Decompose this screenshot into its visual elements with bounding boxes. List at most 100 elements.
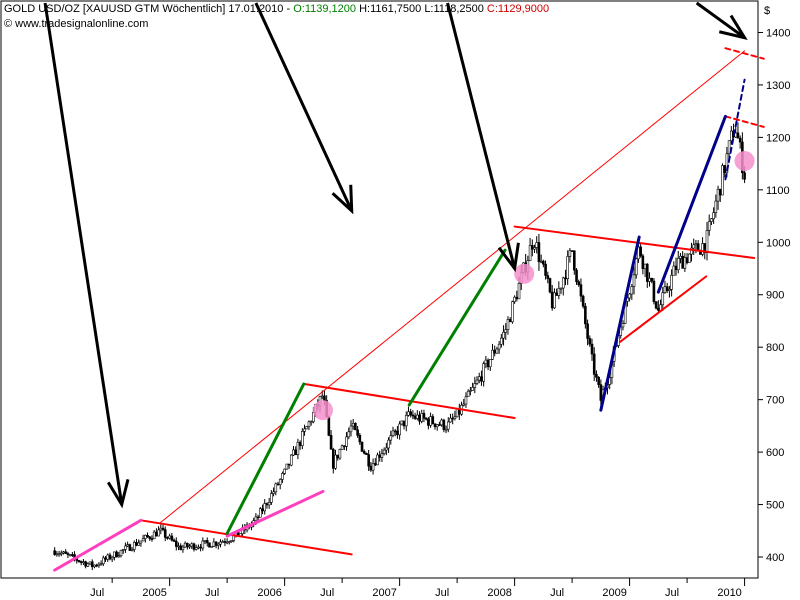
candle-body — [592, 353, 596, 375]
candle-body — [68, 554, 72, 556]
candle-body — [716, 188, 720, 202]
candle-body — [387, 439, 390, 449]
candle-body — [657, 307, 660, 311]
candle-body — [177, 545, 180, 548]
candle-body — [488, 359, 492, 368]
candle-body — [462, 403, 466, 406]
candle-body — [283, 468, 286, 474]
candle-body — [491, 349, 494, 360]
candle-body — [146, 534, 149, 538]
price-series — [53, 122, 746, 571]
candle-body — [95, 564, 98, 567]
highlight-marker — [312, 400, 333, 421]
callout-arrow — [695, 1, 748, 41]
candle-body — [696, 243, 700, 251]
candle-body — [718, 188, 722, 196]
candle-body — [278, 479, 282, 485]
candle-body — [730, 130, 733, 142]
candle-body — [124, 545, 127, 550]
trendline — [159, 50, 746, 524]
candle-body — [369, 465, 373, 471]
candle-body — [53, 550, 56, 555]
candle-body — [93, 564, 96, 568]
candle-body — [367, 454, 370, 467]
candle-body — [570, 250, 574, 252]
candle-body — [500, 337, 503, 345]
candle-body — [588, 338, 592, 345]
candle-body — [378, 454, 382, 458]
candle-body — [431, 416, 435, 425]
y-tick-label: 900 — [766, 290, 784, 302]
candle-body — [539, 260, 543, 263]
candle-body — [714, 200, 718, 213]
candle-body — [272, 491, 275, 494]
candle-body — [727, 140, 731, 155]
candle-body — [179, 545, 183, 551]
candle-body — [630, 286, 634, 295]
candle-body — [261, 508, 264, 512]
instrument-header: GOLD USD/OZ [XAUUSD GTM Wöchentlich] 17.… — [4, 3, 550, 15]
y-axis: $ 400 500 600 700 800 900 1000 1100 1200 1300 1400 — [758, 5, 790, 564]
x-tick-label: Jul — [550, 587, 564, 599]
arrow-shaft — [446, 2, 517, 269]
candle-body — [579, 284, 583, 297]
candle-body — [692, 244, 696, 249]
candle-body — [707, 221, 711, 231]
candle-body — [296, 441, 300, 456]
candle-body — [685, 257, 689, 263]
candle-body — [117, 555, 121, 558]
y-tick-label: 600 — [766, 447, 784, 459]
candle-body — [389, 435, 393, 441]
candle-body — [57, 553, 61, 556]
candle-body — [274, 483, 278, 493]
candle-body — [259, 508, 262, 518]
candle-body — [553, 292, 556, 309]
candle-body — [418, 414, 421, 422]
candle-body — [88, 561, 92, 565]
candle-body — [663, 286, 667, 293]
candle-body — [327, 416, 331, 436]
candle-body — [174, 540, 178, 547]
candle-body — [393, 430, 397, 433]
y-tick-label: 1100 — [766, 185, 790, 197]
candle-body — [705, 230, 709, 253]
candle-body — [212, 541, 216, 547]
candle-body — [150, 538, 154, 540]
arrow-shaft — [695, 1, 746, 39]
candle-body — [358, 435, 362, 443]
candle-body — [665, 286, 669, 291]
x-tick-label: 2010 — [717, 587, 741, 599]
candle-body — [486, 359, 490, 368]
candle-body — [555, 292, 558, 296]
candle-body — [190, 543, 194, 547]
candle-body — [113, 551, 116, 558]
candle-body — [495, 348, 499, 354]
candle-body — [228, 541, 231, 543]
x-tick-label: 2009 — [602, 587, 626, 599]
candle-body — [188, 545, 191, 548]
candle-body — [347, 431, 351, 438]
y-tick-label: 1200 — [766, 132, 790, 144]
highlight-marker — [734, 150, 755, 171]
candle-body — [362, 451, 366, 454]
callout-arrow — [254, 2, 354, 215]
candle-body — [446, 421, 450, 430]
x-tick-label: Jul — [90, 587, 104, 599]
candle-body — [672, 265, 676, 276]
candle-body — [513, 296, 516, 302]
candle-body — [504, 329, 508, 333]
candle-body — [356, 429, 359, 436]
candle-body — [586, 323, 589, 339]
trendline — [619, 275, 708, 343]
candle-body — [254, 516, 258, 521]
bar-date: 17.01.2010 — [228, 3, 284, 15]
candle-body — [172, 539, 176, 542]
candle-body — [232, 535, 236, 541]
candle-body — [203, 540, 207, 542]
candle-body — [382, 449, 386, 455]
candle-body — [590, 343, 594, 355]
candle-body — [575, 269, 578, 283]
candle-body — [469, 390, 472, 392]
candle-body — [106, 554, 110, 560]
